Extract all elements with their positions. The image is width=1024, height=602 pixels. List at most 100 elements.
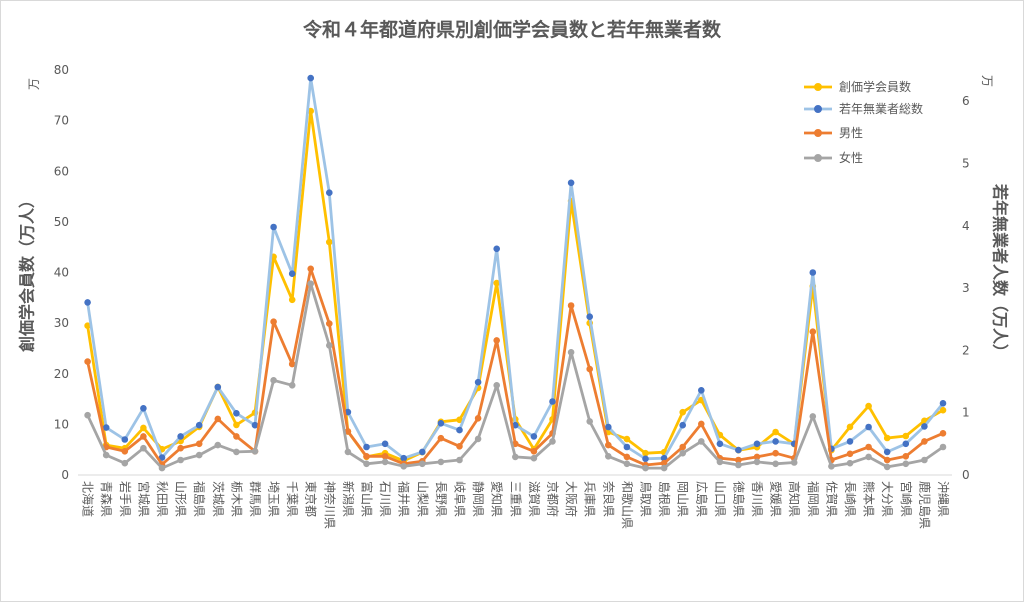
x-tick-label: 北海道 xyxy=(81,481,96,517)
youth-neet-female-point xyxy=(642,464,649,472)
youth-neet-total-point xyxy=(270,223,277,231)
youth-neet-female-point xyxy=(716,458,724,466)
youth-neet-female-point xyxy=(270,376,277,384)
youth-neet-female-point xyxy=(660,464,668,472)
youth-neet-total-point xyxy=(865,423,872,431)
youth-neet-total-point xyxy=(381,440,389,448)
y-right-tick-label: 4 xyxy=(962,219,970,233)
youth-neet-total-point xyxy=(84,299,91,306)
x-tick-label: 石川県 xyxy=(378,481,392,517)
youth-neet-female-point xyxy=(679,449,687,457)
legend-label-youth-neet-total: 若年無業者総数 xyxy=(839,101,923,116)
youth-neet-total-point xyxy=(679,421,687,429)
soka-members-point xyxy=(642,449,649,457)
youth-neet-total-point xyxy=(102,424,110,431)
soka-members-point xyxy=(772,428,779,436)
youth-neet-female-point xyxy=(530,454,538,462)
y-right-unit-label: 万 xyxy=(980,75,994,87)
soka-members-point xyxy=(865,402,872,410)
youth-neet-total-point xyxy=(846,438,854,445)
x-tick-label: 宮城県 xyxy=(136,481,151,517)
youth-neet-total-point xyxy=(325,189,333,196)
x-tick-label: 群馬県 xyxy=(248,481,262,517)
legend-item-soka-members: 創価学会員数 xyxy=(804,79,911,94)
youth-neet-male-point xyxy=(586,365,594,373)
youth-neet-female-point xyxy=(233,448,240,456)
youth-neet-female-point xyxy=(790,459,798,466)
youth-neet-total-point xyxy=(549,398,556,405)
chart-title: 令和４年都道府県別創価学会員数と若年無業者数 xyxy=(303,18,722,41)
y-left-tick-label: 50 xyxy=(54,215,69,229)
youth-neet-female-point xyxy=(828,462,835,470)
youth-neet-total-point xyxy=(883,448,891,456)
youth-neet-total-point xyxy=(233,409,240,417)
x-tick-label: 香川県 xyxy=(750,481,764,517)
youth-neet-female-point xyxy=(456,456,463,464)
youth-neet-total-point xyxy=(939,399,947,407)
youth-neet-female-point xyxy=(604,452,612,460)
y-right-axis-title: 若年無業者人数（万人） xyxy=(991,183,1010,360)
youth-neet-male-point xyxy=(325,320,333,327)
youth-neet-female-point xyxy=(809,413,817,420)
y-right-tick-label: 6 xyxy=(962,94,970,108)
youth-neet-female-point xyxy=(418,460,426,468)
youth-neet-female-point xyxy=(586,418,594,425)
youth-neet-male-point xyxy=(195,440,203,448)
x-tick-label: 東京都 xyxy=(304,481,318,517)
legend-label-youth-neet-male: 男性 xyxy=(839,126,863,140)
y-left-tick-label: 40 xyxy=(54,266,69,280)
youth-neet-total-point xyxy=(735,446,742,454)
x-tick-label: 長野県 xyxy=(434,481,448,517)
youth-neet-female-point xyxy=(84,411,91,419)
youth-neet-male-point xyxy=(530,447,538,455)
youth-neet-female-point xyxy=(865,453,872,461)
x-tick-label: 長崎県 xyxy=(843,481,857,517)
youth-neet-total-point xyxy=(809,269,817,276)
x-tick-label: 埼玉県 xyxy=(267,481,281,517)
x-tick-label: 京都府 xyxy=(546,481,561,517)
x-tick-label: 岐阜県 xyxy=(453,481,467,517)
x-tick-label: 新潟県 xyxy=(341,481,356,517)
youth-neet-female-point xyxy=(883,463,891,471)
youth-neet-female-point xyxy=(921,456,928,464)
soka-members-point xyxy=(233,421,240,429)
y-left-unit-label: 万 xyxy=(27,78,41,90)
youth-neet-female-point xyxy=(567,348,575,356)
x-tick-label: 栃木県 xyxy=(229,481,243,517)
soka-members-point xyxy=(623,435,631,443)
x-tick-label: 山梨県 xyxy=(415,481,429,517)
youth-neet-male-point xyxy=(456,442,463,450)
youth-neet-male-point xyxy=(604,441,612,449)
y-left-tick-label: 70 xyxy=(54,114,69,128)
x-tick-label: 大分県 xyxy=(880,481,894,517)
youth-neet-female-point xyxy=(623,460,631,468)
y-right-tick-label: 1 xyxy=(962,406,970,420)
youth-neet-male-point xyxy=(921,438,928,445)
youth-neet-total-point xyxy=(753,440,761,448)
youth-neet-male-point xyxy=(883,456,891,464)
youth-neet-male-point xyxy=(939,429,947,437)
x-tick-label: 兵庫県 xyxy=(583,481,597,517)
x-tick-label: 静岡県 xyxy=(471,481,485,517)
youth-neet-female-point xyxy=(344,448,352,456)
youth-neet-female-point xyxy=(437,458,445,466)
youth-neet-male-point xyxy=(865,443,872,451)
y-left-tick-label: 10 xyxy=(54,417,69,431)
youth-neet-male-point xyxy=(437,434,445,442)
youth-neet-male-point xyxy=(697,420,705,428)
youth-neet-male-point xyxy=(902,452,910,460)
youth-neet-total-point xyxy=(288,270,296,278)
youth-neet-female-point xyxy=(511,453,519,461)
youth-neet-female-point xyxy=(325,342,333,349)
y-left-tick-label: 80 xyxy=(54,63,69,77)
youth-neet-total-point xyxy=(697,386,705,394)
x-tick-label: 福岡県 xyxy=(806,481,821,517)
youth-neet-female-point xyxy=(753,458,761,466)
youth-neet-female-point xyxy=(121,459,129,467)
youth-neet-female-point xyxy=(177,456,184,464)
youth-neet-female-point xyxy=(288,381,296,389)
y-right-axis: 0 1 2 3 4 5 6 xyxy=(962,94,970,482)
x-tick-label: 神奈川県 xyxy=(322,481,336,529)
